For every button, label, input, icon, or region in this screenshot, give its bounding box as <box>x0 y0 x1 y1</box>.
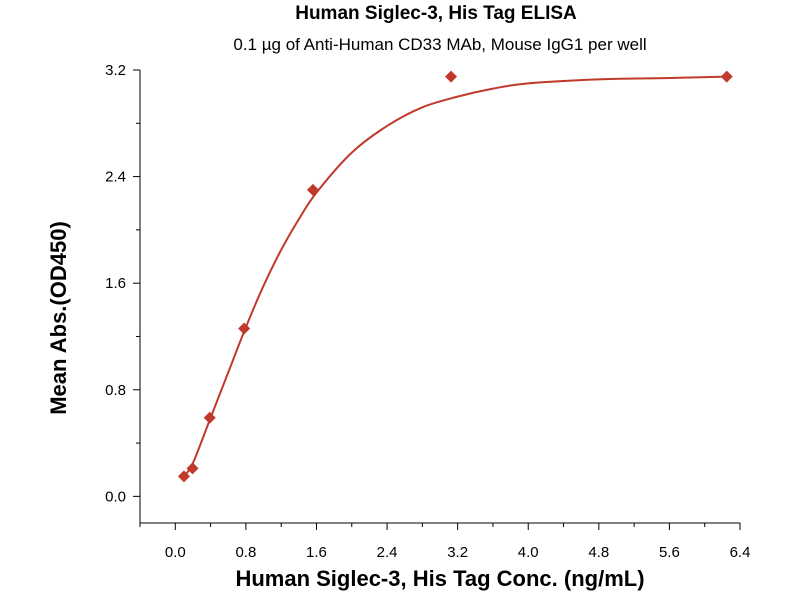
y-tick-label: 1.6 <box>105 275 126 292</box>
chart-subtitle: 0.1 µg of Anti-Human CD33 MAb, Mouse IgG… <box>233 35 646 54</box>
data-point <box>238 322 251 335</box>
x-tick-label: 1.6 <box>306 544 327 561</box>
data-point <box>720 70 733 83</box>
data-points <box>177 70 733 483</box>
data-point <box>306 183 319 196</box>
y-tick-label: 0.8 <box>105 382 126 399</box>
x-tick-label: 0.0 <box>165 544 186 561</box>
y-tick-label: 2.4 <box>105 169 126 186</box>
fit-curve-group <box>183 75 727 477</box>
y-tick-label: 3.2 <box>105 62 126 79</box>
x-tick-label: 5.6 <box>659 544 680 561</box>
x-axis-label: Human Siglec-3, His Tag Conc. (ng/mL) <box>235 566 644 591</box>
x-tick-label: 2.4 <box>377 544 398 561</box>
x-tick-label: 3.2 <box>447 544 468 561</box>
fit-curve <box>183 75 727 477</box>
y-tick-label: 0.0 <box>105 488 126 505</box>
data-point <box>186 462 199 475</box>
x-tick-label: 0.8 <box>235 544 256 561</box>
x-tick-label: 6.4 <box>730 544 751 561</box>
data-point <box>445 70 458 83</box>
x-tick-label: 4.8 <box>588 544 609 561</box>
axes: 0.0 0.8 1.6 2.4 3.2 4.0 4.8 5.6 6.4 0.0 0.8 1.6 2.4 3… <box>105 62 750 561</box>
data-point <box>203 411 216 424</box>
x-tick-label: 4.0 <box>518 544 539 561</box>
y-axis-label: Mean Abs.(OD450) <box>46 221 71 415</box>
data-point <box>177 470 190 483</box>
chart-title: Human Siglec-3, His Tag ELISA <box>295 3 577 24</box>
